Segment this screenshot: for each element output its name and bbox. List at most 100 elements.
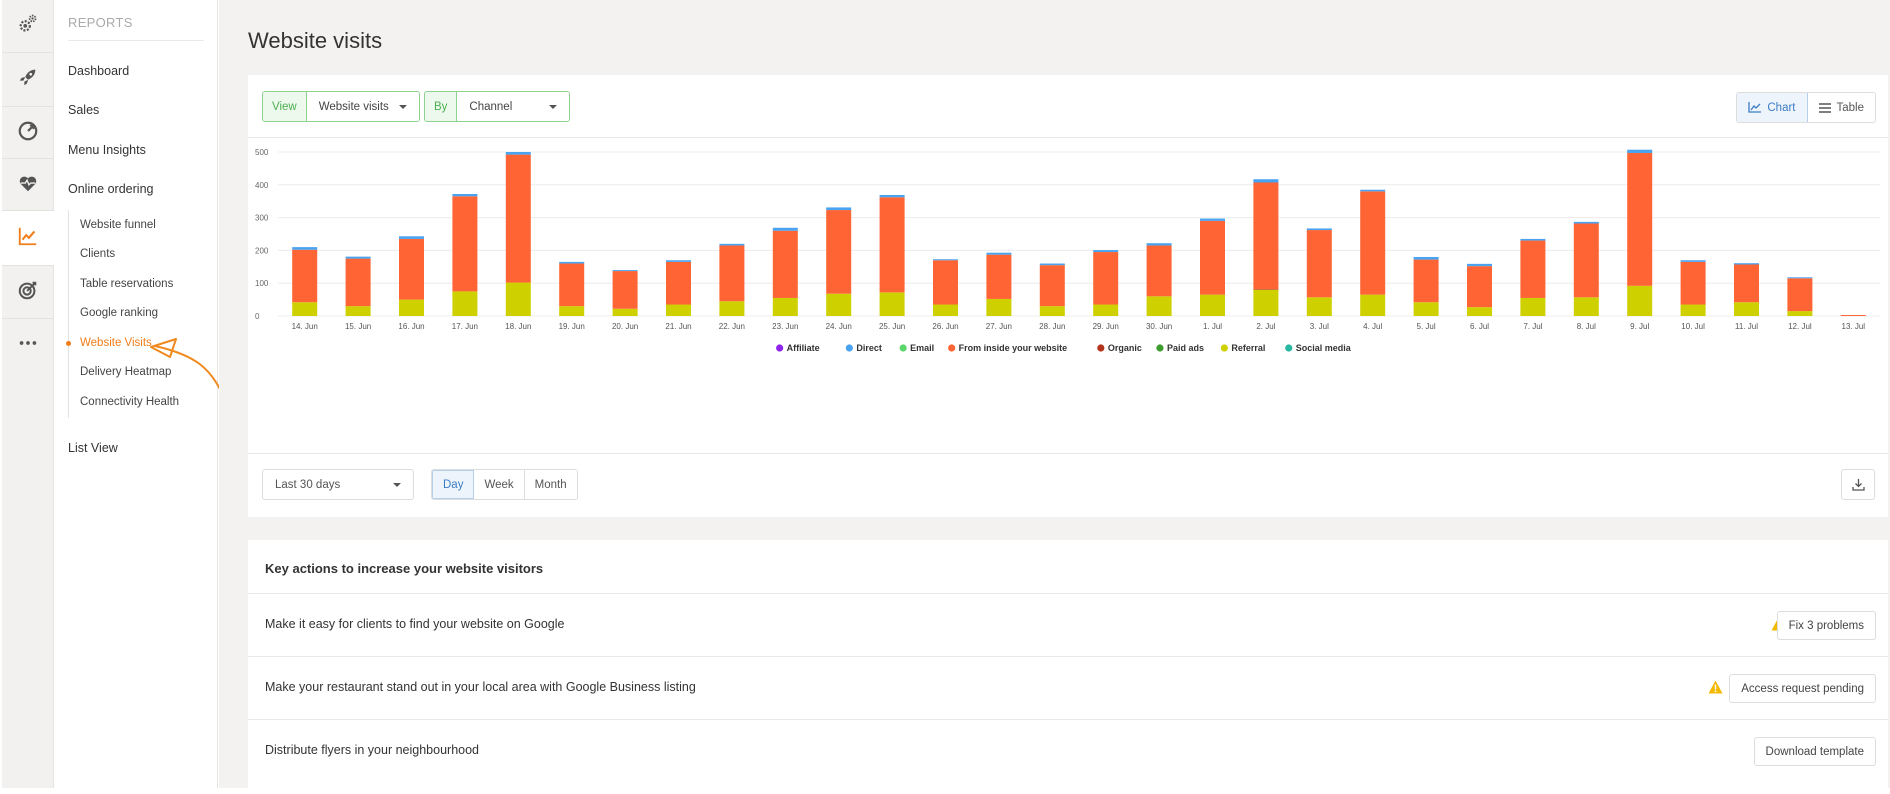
bar-segment: [826, 207, 852, 211]
fix-problems-button[interactable]: Fix 3 problems: [1776, 611, 1876, 640]
x-tick-label: 1. Jul: [1203, 322, 1222, 331]
legend-swatch: [1220, 344, 1228, 352]
download-template-button[interactable]: Download template: [1753, 737, 1876, 766]
gears-icon: [17, 13, 39, 40]
access-request-button[interactable]: Access request pending: [1729, 674, 1876, 703]
view-selector[interactable]: View Website visits: [262, 91, 420, 122]
view-dropdown[interactable]: Website visits: [306, 92, 419, 121]
legend-swatch: [776, 344, 784, 352]
x-tick-label: 19. Jun: [559, 322, 585, 331]
gauge-icon: [17, 120, 39, 147]
granularity-toggle[interactable]: Day Week Month: [431, 469, 578, 500]
nav-heading: REPORTS: [68, 15, 133, 30]
nav-sub-clients[interactable]: Clients: [80, 248, 116, 260]
by-dropdown[interactable]: Channel: [457, 92, 570, 121]
bar-segment: [1306, 297, 1332, 316]
bar-segment: [1787, 278, 1813, 312]
by-selector[interactable]: By Channel: [424, 91, 571, 122]
bar-segment: [772, 230, 798, 298]
bar-segment: [1520, 240, 1546, 298]
bar-segment: [1360, 189, 1386, 192]
bar-segment: [345, 256, 371, 259]
bar-segment: [1039, 265, 1065, 307]
bar-segment: [1734, 302, 1759, 316]
bar-segment: [559, 306, 585, 316]
table-view-button[interactable]: Table: [1807, 93, 1875, 122]
bar-segment: [1200, 218, 1225, 221]
bar-segment: [719, 245, 745, 302]
nav-sub-google-ranking[interactable]: Google ranking: [80, 307, 158, 319]
nav-sub-website-visits[interactable]: Website Visits: [80, 337, 152, 349]
by-value: Channel: [469, 100, 513, 113]
nav-item-list-view[interactable]: List View: [68, 441, 118, 455]
bar-segment: [559, 263, 585, 307]
bar-segment: [1253, 179, 1279, 183]
bar-segment: [559, 261, 585, 264]
key-action-row: Make it easy for clients to find your we…: [248, 593, 1888, 656]
x-tick-label: 21. Jun: [665, 322, 691, 331]
nav-sub-website-funnel[interactable]: Website funnel: [80, 219, 156, 231]
date-range-dropdown[interactable]: Last 30 days: [262, 469, 414, 500]
bar-segment: [1627, 152, 1653, 286]
bar-segment: [1573, 223, 1599, 298]
bar-segment: [399, 236, 424, 239]
granularity-month-button[interactable]: Month: [524, 470, 577, 499]
rail-settings[interactable]: [2, 0, 54, 52]
y-tick-label: 500: [255, 148, 269, 157]
bar-segment: [1467, 266, 1492, 308]
chevron-down-icon: [549, 104, 558, 109]
x-tick-label: 5. Jul: [1417, 322, 1436, 331]
bar-segment: [1520, 297, 1546, 316]
bar-segment: [1467, 263, 1492, 267]
rail-reports[interactable]: [2, 211, 54, 265]
bar-segment: [399, 299, 424, 316]
chart-table-toggle[interactable]: Chart Table: [1736, 92, 1876, 123]
bar-segment: [505, 152, 531, 155]
bar-segment: [505, 282, 531, 316]
x-tick-label: 18. Jun: [505, 322, 531, 331]
y-tick-label: 0: [255, 312, 260, 321]
nav-sub-connectivity-health[interactable]: Connectivity Health: [80, 396, 180, 408]
bar-segment: [1680, 261, 1706, 305]
download-button[interactable]: [1841, 469, 1875, 500]
bar-segment: [1200, 294, 1225, 316]
x-tick-label: 4. Jul: [1363, 322, 1382, 331]
nav-sub-delivery-heatmap[interactable]: Delivery Heatmap: [80, 366, 172, 378]
bar-segment: [933, 260, 958, 305]
nav-item-menu-insights[interactable]: Menu Insights: [68, 143, 146, 157]
rail-launch[interactable]: [2, 53, 54, 105]
rail-more[interactable]: [2, 319, 54, 371]
rail-performance[interactable]: [2, 107, 54, 159]
chart-view-button[interactable]: Chart: [1737, 93, 1808, 122]
view-label: View: [263, 92, 307, 121]
nav-item-dashboard[interactable]: Dashboard: [68, 64, 130, 78]
nav-item-online-ordering[interactable]: Online ordering: [68, 182, 154, 196]
x-tick-label: 8. Jul: [1577, 322, 1596, 331]
target-icon: [17, 279, 39, 306]
nav-sub-table-reservations[interactable]: Table reservations: [80, 278, 174, 290]
legend-label: Paid ads: [1167, 343, 1204, 353]
bar-segment: [1360, 294, 1386, 316]
legend-label: Email: [910, 343, 934, 353]
bar-segment: [292, 249, 318, 303]
active-indicator-dot: [66, 341, 71, 346]
bar-segment: [452, 193, 478, 197]
bar-segment: [1253, 289, 1279, 316]
bar-segment: [1039, 263, 1065, 266]
x-tick-label: 7. Jul: [1523, 322, 1542, 331]
bar-segment: [826, 210, 852, 294]
granularity-week-button[interactable]: Week: [474, 470, 525, 499]
key-action-row: Make your restaurant stand out in your l…: [248, 656, 1888, 719]
nav-item-sales[interactable]: Sales: [68, 103, 100, 117]
rail-health[interactable]: [2, 159, 54, 211]
bar-segment: [879, 197, 905, 293]
x-tick-label: 20. Jun: [612, 322, 638, 331]
granularity-day-button[interactable]: Day: [432, 470, 475, 499]
legend-swatch: [948, 344, 956, 352]
bar-segment: [719, 301, 745, 316]
bar-segment: [1413, 256, 1439, 260]
bar-segment: [345, 306, 371, 316]
rail-goals[interactable]: [2, 266, 54, 318]
bar-segment: [772, 227, 798, 231]
bar-segment: [879, 292, 905, 316]
